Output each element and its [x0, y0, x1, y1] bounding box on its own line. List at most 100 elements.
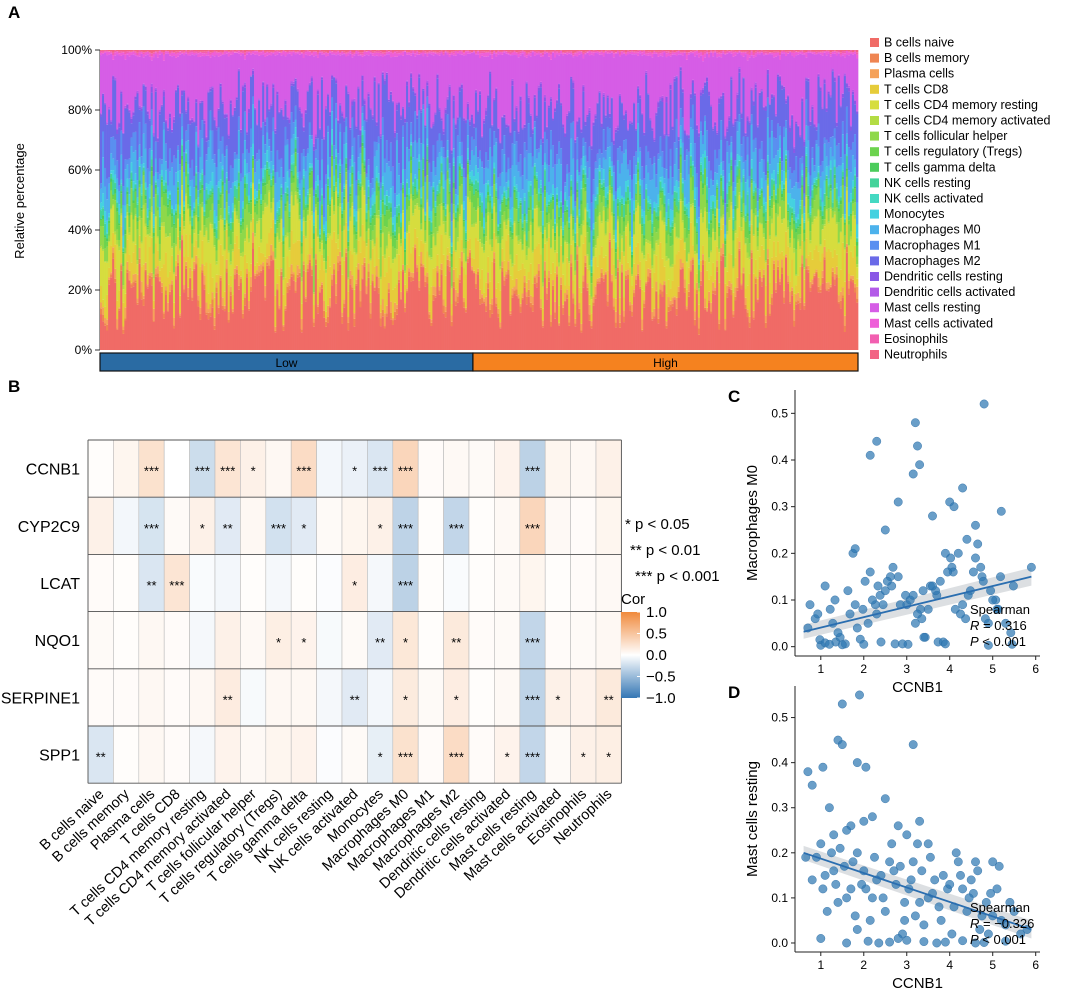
bar-segment: [381, 299, 385, 310]
bar-segment: [385, 245, 389, 249]
bar-segment: [442, 221, 445, 225]
bar-segment: [168, 55, 172, 113]
bar-segment: [466, 258, 470, 263]
bar-segment: [233, 186, 237, 197]
bar-segment: [168, 190, 172, 194]
sample-bar: [288, 50, 291, 350]
bar-segment: [302, 189, 306, 210]
bar-segment: [211, 203, 214, 225]
bar-segment: [144, 236, 147, 263]
bar-segment: [371, 204, 374, 206]
bar-segment: [355, 50, 358, 51]
bar-segment: [272, 202, 275, 220]
bar-segment: [270, 173, 273, 180]
bar-segment: [114, 244, 117, 269]
bar-segment: [209, 263, 212, 304]
bar-segment: [318, 234, 322, 238]
bar-segment: [318, 128, 322, 130]
bar-segment: [456, 292, 460, 297]
bar-segment: [189, 124, 192, 168]
bar-segment: [118, 50, 121, 52]
bar-segment: [511, 266, 514, 280]
bar-segment: [525, 52, 528, 56]
bar-segment: [339, 172, 342, 175]
bar-segment: [509, 313, 512, 316]
bar-segment: [525, 220, 528, 223]
bar-segment: [333, 159, 336, 176]
bar-segment: [280, 52, 283, 56]
bar-segment: [381, 214, 385, 233]
bar-segment: [507, 51, 510, 54]
bar-segment: [454, 128, 458, 190]
bar-segment: [375, 276, 379, 350]
bar-segment: [444, 215, 447, 217]
bar-segment: [375, 237, 379, 266]
bar-segment: [385, 72, 389, 73]
sample-bar: [399, 50, 403, 350]
bar-segment: [223, 308, 227, 312]
bar-segment: [470, 257, 474, 267]
bar-segment: [497, 308, 500, 314]
bar-segment: [203, 211, 206, 216]
bar-segment: [556, 223, 559, 227]
bar-segment: [205, 138, 208, 142]
bar-segment: [122, 248, 125, 252]
sample-bar: [211, 50, 214, 350]
bar-segment: [130, 146, 133, 163]
bar-segment: [343, 299, 346, 304]
bar-segment: [499, 52, 502, 55]
bar-segment: [481, 297, 484, 304]
sample-bar: [160, 50, 164, 350]
bar-segment: [132, 274, 135, 283]
bar-segment: [174, 209, 178, 211]
bar-segment: [452, 50, 456, 52]
bar-segment: [249, 182, 253, 186]
bar-segment: [523, 213, 526, 217]
bar-segment: [239, 283, 243, 350]
bar-segment: [416, 194, 419, 196]
bar-segment: [442, 52, 445, 55]
bar-segment: [452, 95, 456, 101]
bar-segment: [324, 326, 328, 350]
bar-segment: [491, 247, 494, 251]
bar-segment: [310, 215, 314, 248]
bar-segment: [481, 161, 484, 168]
bar-segment: [150, 272, 154, 277]
bar-segment: [247, 112, 251, 153]
bar-segment: [272, 178, 275, 186]
bar-segment: [483, 227, 486, 230]
bar-segment: [448, 238, 451, 253]
bar-segment: [298, 240, 301, 269]
bar-segment: [260, 242, 263, 253]
bar-segment: [205, 160, 208, 184]
bar-segment: [292, 272, 295, 275]
bar-segment: [525, 246, 528, 256]
bar-segment: [331, 274, 334, 280]
bar-segment: [264, 168, 267, 170]
sample-bar: [223, 50, 227, 350]
bar-segment: [308, 219, 312, 255]
bar-segment: [329, 206, 332, 217]
bar-segment: [112, 76, 115, 80]
bar-segment: [298, 51, 301, 55]
bar-segment: [428, 52, 431, 54]
bar-segment: [553, 219, 557, 223]
bar-segment: [377, 56, 381, 83]
bar-segment: [174, 92, 178, 159]
bar-segment: [229, 291, 233, 296]
bar-segment: [183, 214, 186, 222]
bar-segment: [136, 52, 139, 55]
bar-segment: [225, 179, 229, 191]
bar-segment: [288, 169, 291, 178]
bar-segment: [211, 51, 214, 53]
bar-segment: [304, 301, 308, 350]
bar-segment: [172, 328, 176, 350]
bar-segment: [282, 194, 285, 228]
bar-segment: [529, 137, 533, 154]
bar-segment: [312, 50, 316, 52]
bar-segment: [239, 276, 243, 279]
bar-segment: [547, 50, 551, 52]
bar-segment: [124, 253, 127, 254]
bar-segment: [124, 159, 127, 170]
bar-segment: [298, 194, 301, 199]
